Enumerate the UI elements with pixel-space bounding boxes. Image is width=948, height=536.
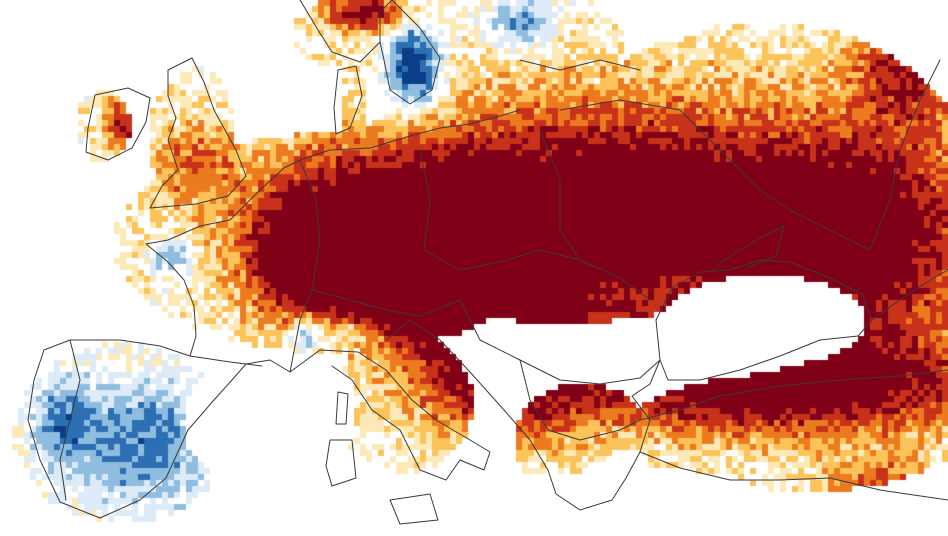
anomaly-map <box>0 0 948 536</box>
